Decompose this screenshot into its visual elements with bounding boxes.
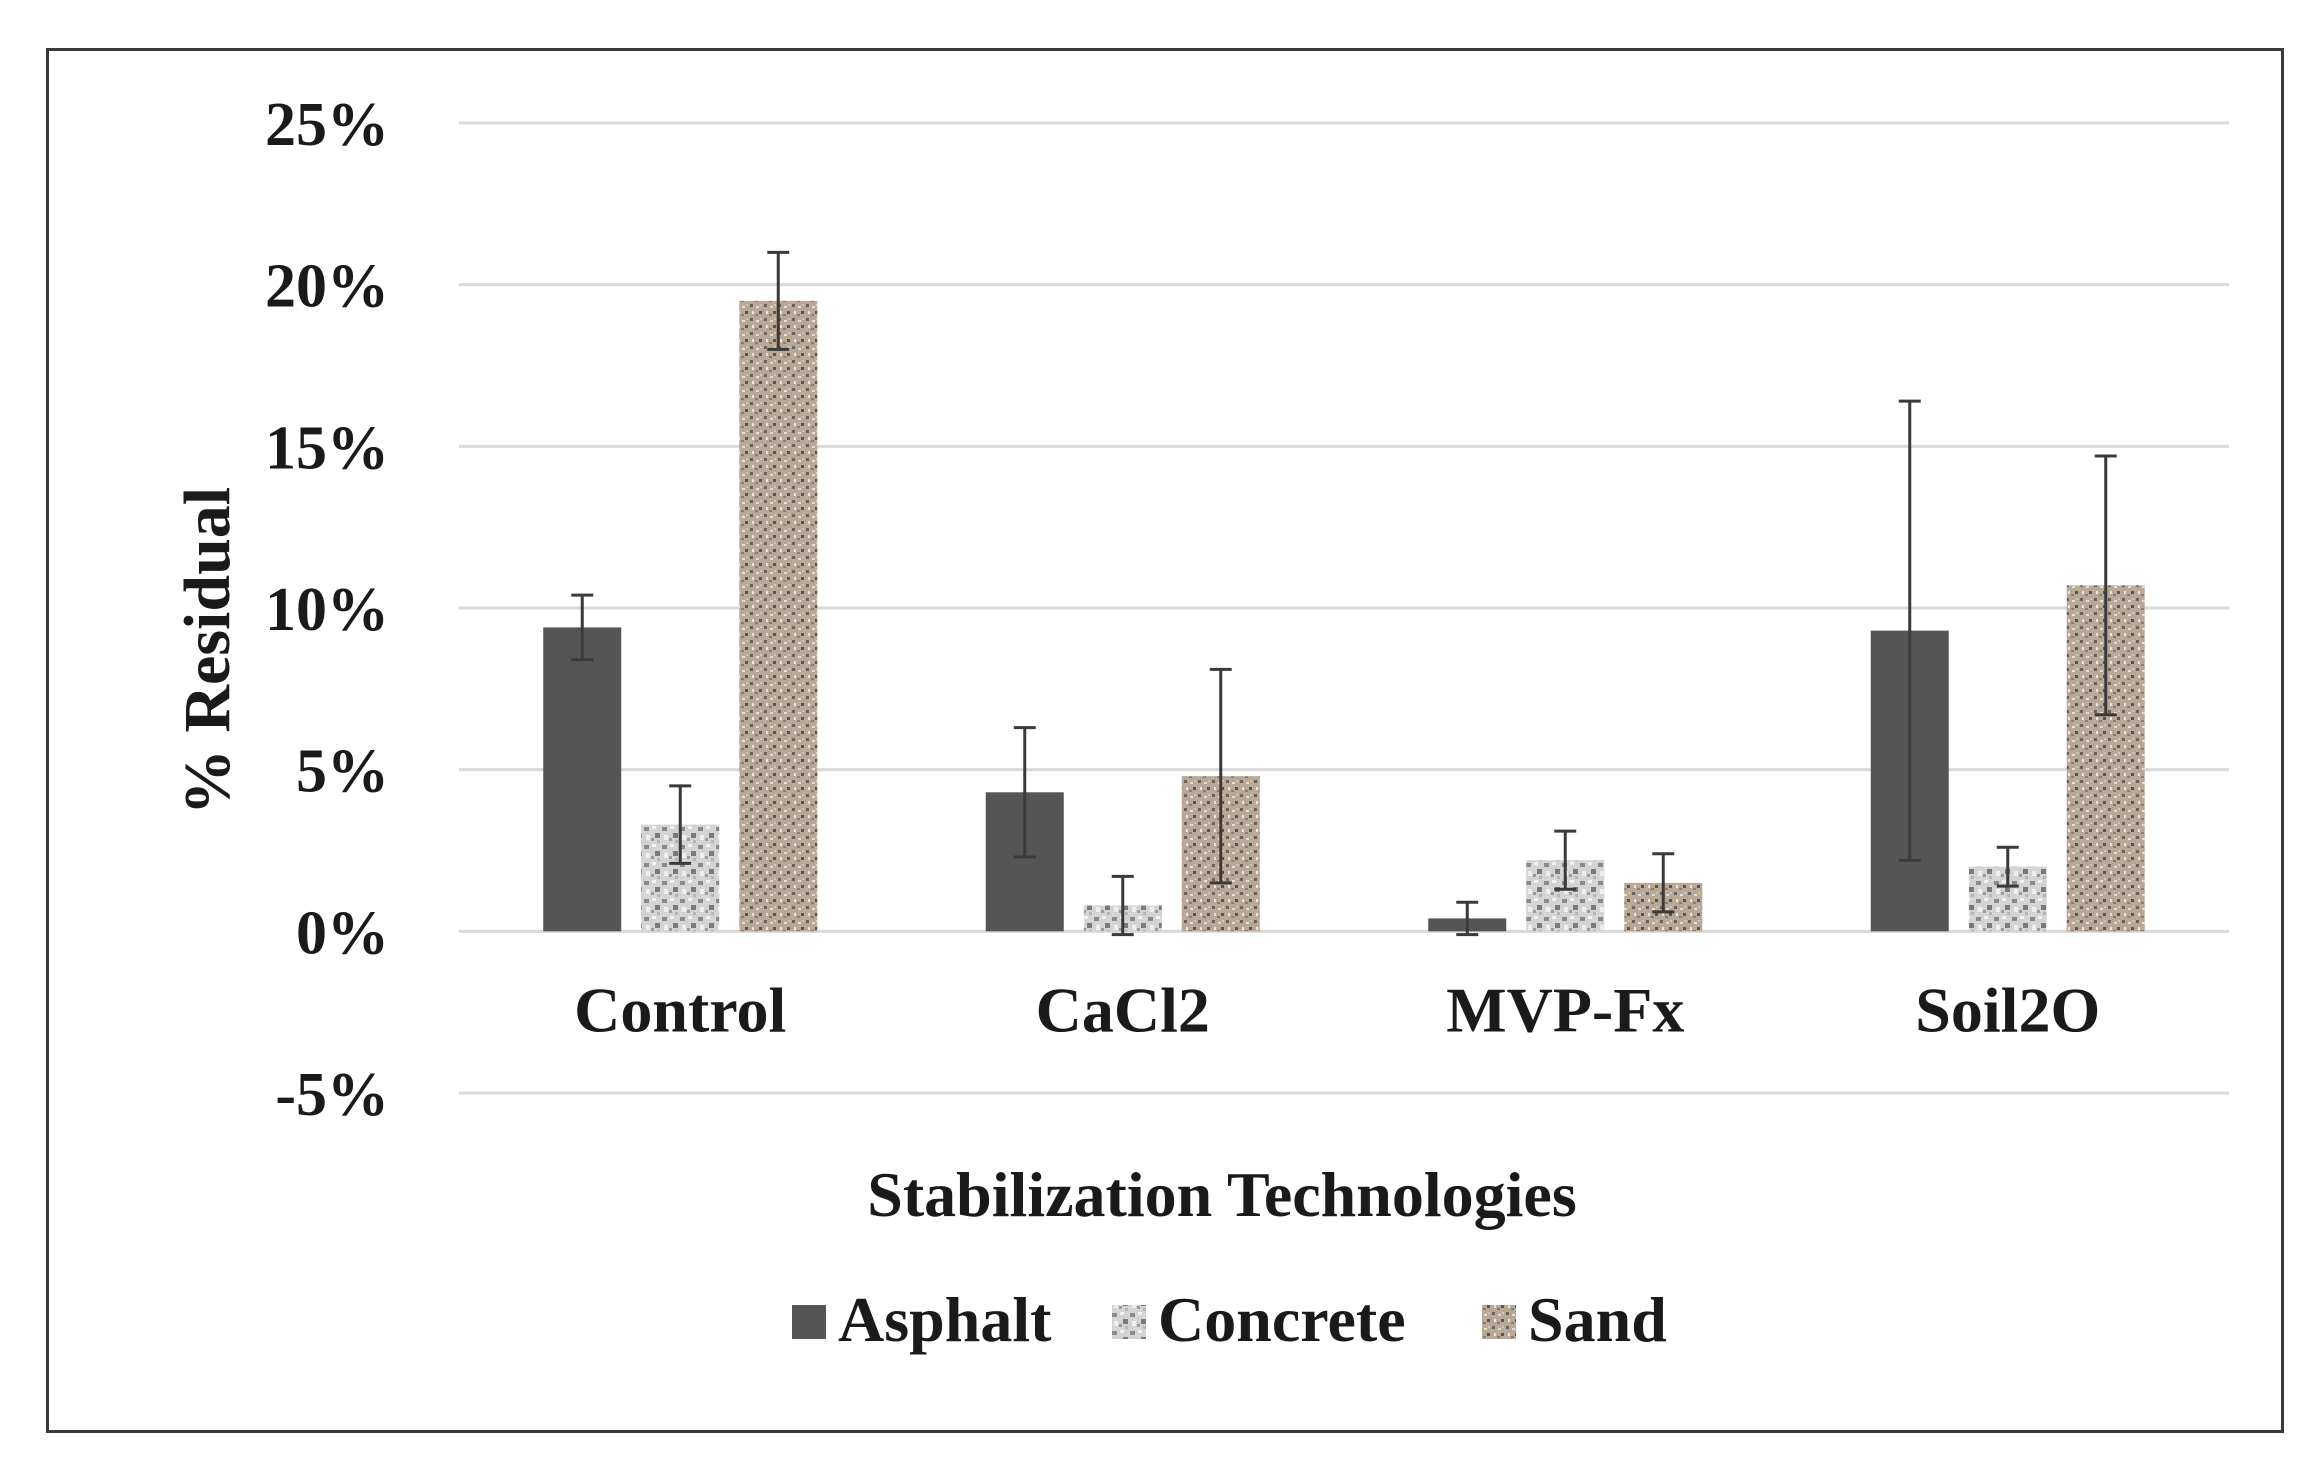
error-bar [1111,874,1134,937]
legend-item-concrete: Concrete [1112,1284,1406,1355]
legend-swatch [1482,1305,1516,1339]
bars [543,300,2145,932]
error-bar [1554,829,1577,891]
legend-label: Concrete [1158,1284,1406,1355]
chart-frame: -5% 0% 5% 10% 15% 20% 25% Control CaCl2 MVP-Fx So… [46,48,2284,1433]
y-tick-label: 5% [296,738,389,806]
x-axis-label: Stabilization Technologies [867,1159,1576,1230]
error-bar [767,250,790,351]
legend-swatch [1112,1305,1146,1339]
legend-label: Asphalt [838,1284,1052,1355]
bar-asphalt-control [543,627,622,932]
error-bar [571,593,594,662]
x-tick-label: Soil2O [1915,974,2100,1045]
error-bar [1996,845,2019,888]
error-bar [1898,399,1921,862]
x-tick-label: Control [574,974,786,1045]
x-axis-ticks: Control CaCl2 MVP-Fx Soil2O [574,974,2100,1045]
y-axis-label: % Residual [171,487,244,815]
y-tick-label: 10% [265,576,389,644]
bar-sand-control [739,300,818,932]
error-bar [669,784,692,865]
y-tick-label: 0% [296,899,389,967]
x-tick-label: MVP-Fx [1446,974,1684,1045]
y-tick-label: -5% [275,1061,389,1129]
y-axis-ticks: -5% 0% 5% 10% 15% 20% 25% [265,91,389,1129]
error-bar [2094,454,2117,717]
legend-label: Sand [1528,1284,1667,1355]
legend-swatch [792,1305,826,1339]
legend: Asphalt Concrete Sand [792,1284,1667,1355]
error-bar [1209,667,1232,885]
error-bars [571,250,2117,937]
y-tick-label: 15% [265,414,389,482]
error-bar [1652,852,1675,914]
y-tick-label: 20% [265,253,389,321]
x-tick-label: CaCl2 [1036,974,1210,1045]
legend-item-sand: Sand [1482,1284,1667,1355]
bar-chart: -5% 0% 5% 10% 15% 20% 25% Control CaCl2 MVP-Fx So… [171,91,2229,1355]
error-bar [1456,900,1479,937]
y-tick-label: 25% [265,91,389,159]
legend-item-asphalt: Asphalt [792,1284,1052,1355]
error-bar [1013,726,1036,859]
gridlines [459,121,2229,1095]
